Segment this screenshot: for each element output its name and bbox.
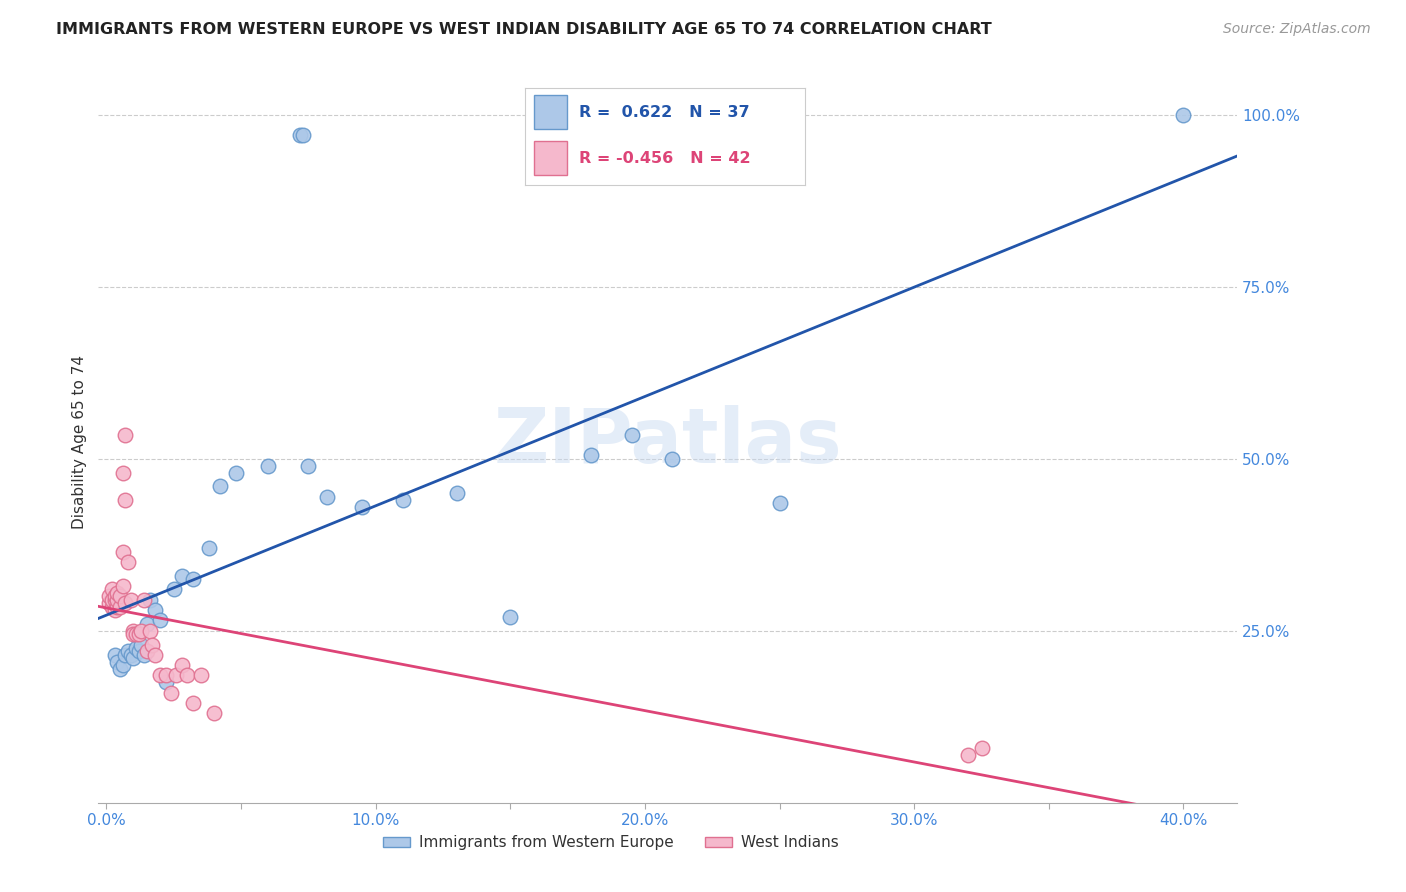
- Point: [98, 590, 121, 604]
- Point: [155, 675, 177, 690]
- Point: [208, 479, 231, 493]
- Point: [290, 128, 312, 143]
- Point: [181, 696, 204, 710]
- Point: [970, 740, 993, 755]
- Point: [134, 592, 156, 607]
- Point: [352, 500, 374, 514]
- Point: [176, 668, 198, 682]
- Point: [101, 582, 124, 597]
- Y-axis label: Disability Age 65 to 74: Disability Age 65 to 74: [72, 354, 87, 529]
- Point: [135, 616, 157, 631]
- Text: Source: ZipAtlas.com: Source: ZipAtlas.com: [1223, 22, 1371, 37]
- Point: [103, 648, 125, 662]
- Point: [134, 648, 156, 662]
- Point: [117, 555, 139, 569]
- Point: [257, 458, 280, 473]
- Point: [163, 582, 186, 597]
- Point: [131, 638, 153, 652]
- Point: [160, 686, 183, 700]
- Point: [166, 668, 188, 682]
- Point: [108, 599, 131, 614]
- Point: [122, 651, 145, 665]
- Point: [143, 603, 166, 617]
- Point: [316, 490, 339, 504]
- Text: IMMIGRANTS FROM WESTERN EUROPE VS WEST INDIAN DISABILITY AGE 65 TO 74 CORRELATIO: IMMIGRANTS FROM WESTERN EUROPE VS WEST I…: [56, 22, 993, 37]
- Point: [1173, 108, 1195, 122]
- Point: [114, 493, 136, 508]
- Point: [131, 624, 153, 638]
- Point: [292, 128, 315, 143]
- Point: [103, 592, 125, 607]
- Point: [105, 599, 128, 614]
- Point: [108, 662, 131, 676]
- Point: [138, 592, 160, 607]
- Point: [198, 541, 221, 556]
- Point: [114, 596, 136, 610]
- Point: [957, 747, 980, 762]
- Point: [98, 596, 121, 610]
- Point: [120, 592, 142, 607]
- Point: [391, 493, 413, 508]
- Point: [143, 648, 166, 662]
- Point: [768, 496, 790, 510]
- Point: [125, 640, 148, 655]
- Point: [101, 599, 124, 614]
- Point: [579, 448, 602, 462]
- Point: [125, 627, 148, 641]
- Point: [103, 603, 125, 617]
- Point: [499, 610, 522, 624]
- Point: [101, 592, 124, 607]
- Point: [138, 624, 160, 638]
- Point: [225, 466, 247, 480]
- Point: [105, 655, 128, 669]
- Point: [149, 614, 172, 628]
- Point: [141, 638, 163, 652]
- Point: [105, 592, 128, 607]
- Point: [105, 586, 128, 600]
- Text: ZIPatlas: ZIPatlas: [494, 405, 842, 478]
- Point: [111, 466, 134, 480]
- Point: [111, 579, 134, 593]
- Point: [122, 627, 145, 641]
- Point: [103, 590, 125, 604]
- Legend: Immigrants from Western Europe, West Indians: Immigrants from Western Europe, West Ind…: [377, 830, 845, 856]
- Point: [108, 590, 131, 604]
- Point: [202, 706, 225, 721]
- Point: [149, 668, 172, 682]
- Point: [111, 658, 134, 673]
- Point: [155, 668, 177, 682]
- Point: [190, 668, 212, 682]
- Point: [117, 644, 139, 658]
- Point: [111, 544, 134, 558]
- Point: [114, 648, 136, 662]
- Point: [170, 568, 193, 582]
- Point: [661, 451, 683, 466]
- Point: [297, 458, 319, 473]
- Point: [620, 427, 643, 442]
- Point: [446, 486, 468, 500]
- Point: [135, 644, 157, 658]
- Point: [120, 648, 142, 662]
- Point: [170, 658, 193, 673]
- Point: [128, 627, 150, 641]
- Point: [114, 427, 136, 442]
- Point: [128, 644, 150, 658]
- Point: [181, 572, 204, 586]
- Point: [122, 624, 145, 638]
